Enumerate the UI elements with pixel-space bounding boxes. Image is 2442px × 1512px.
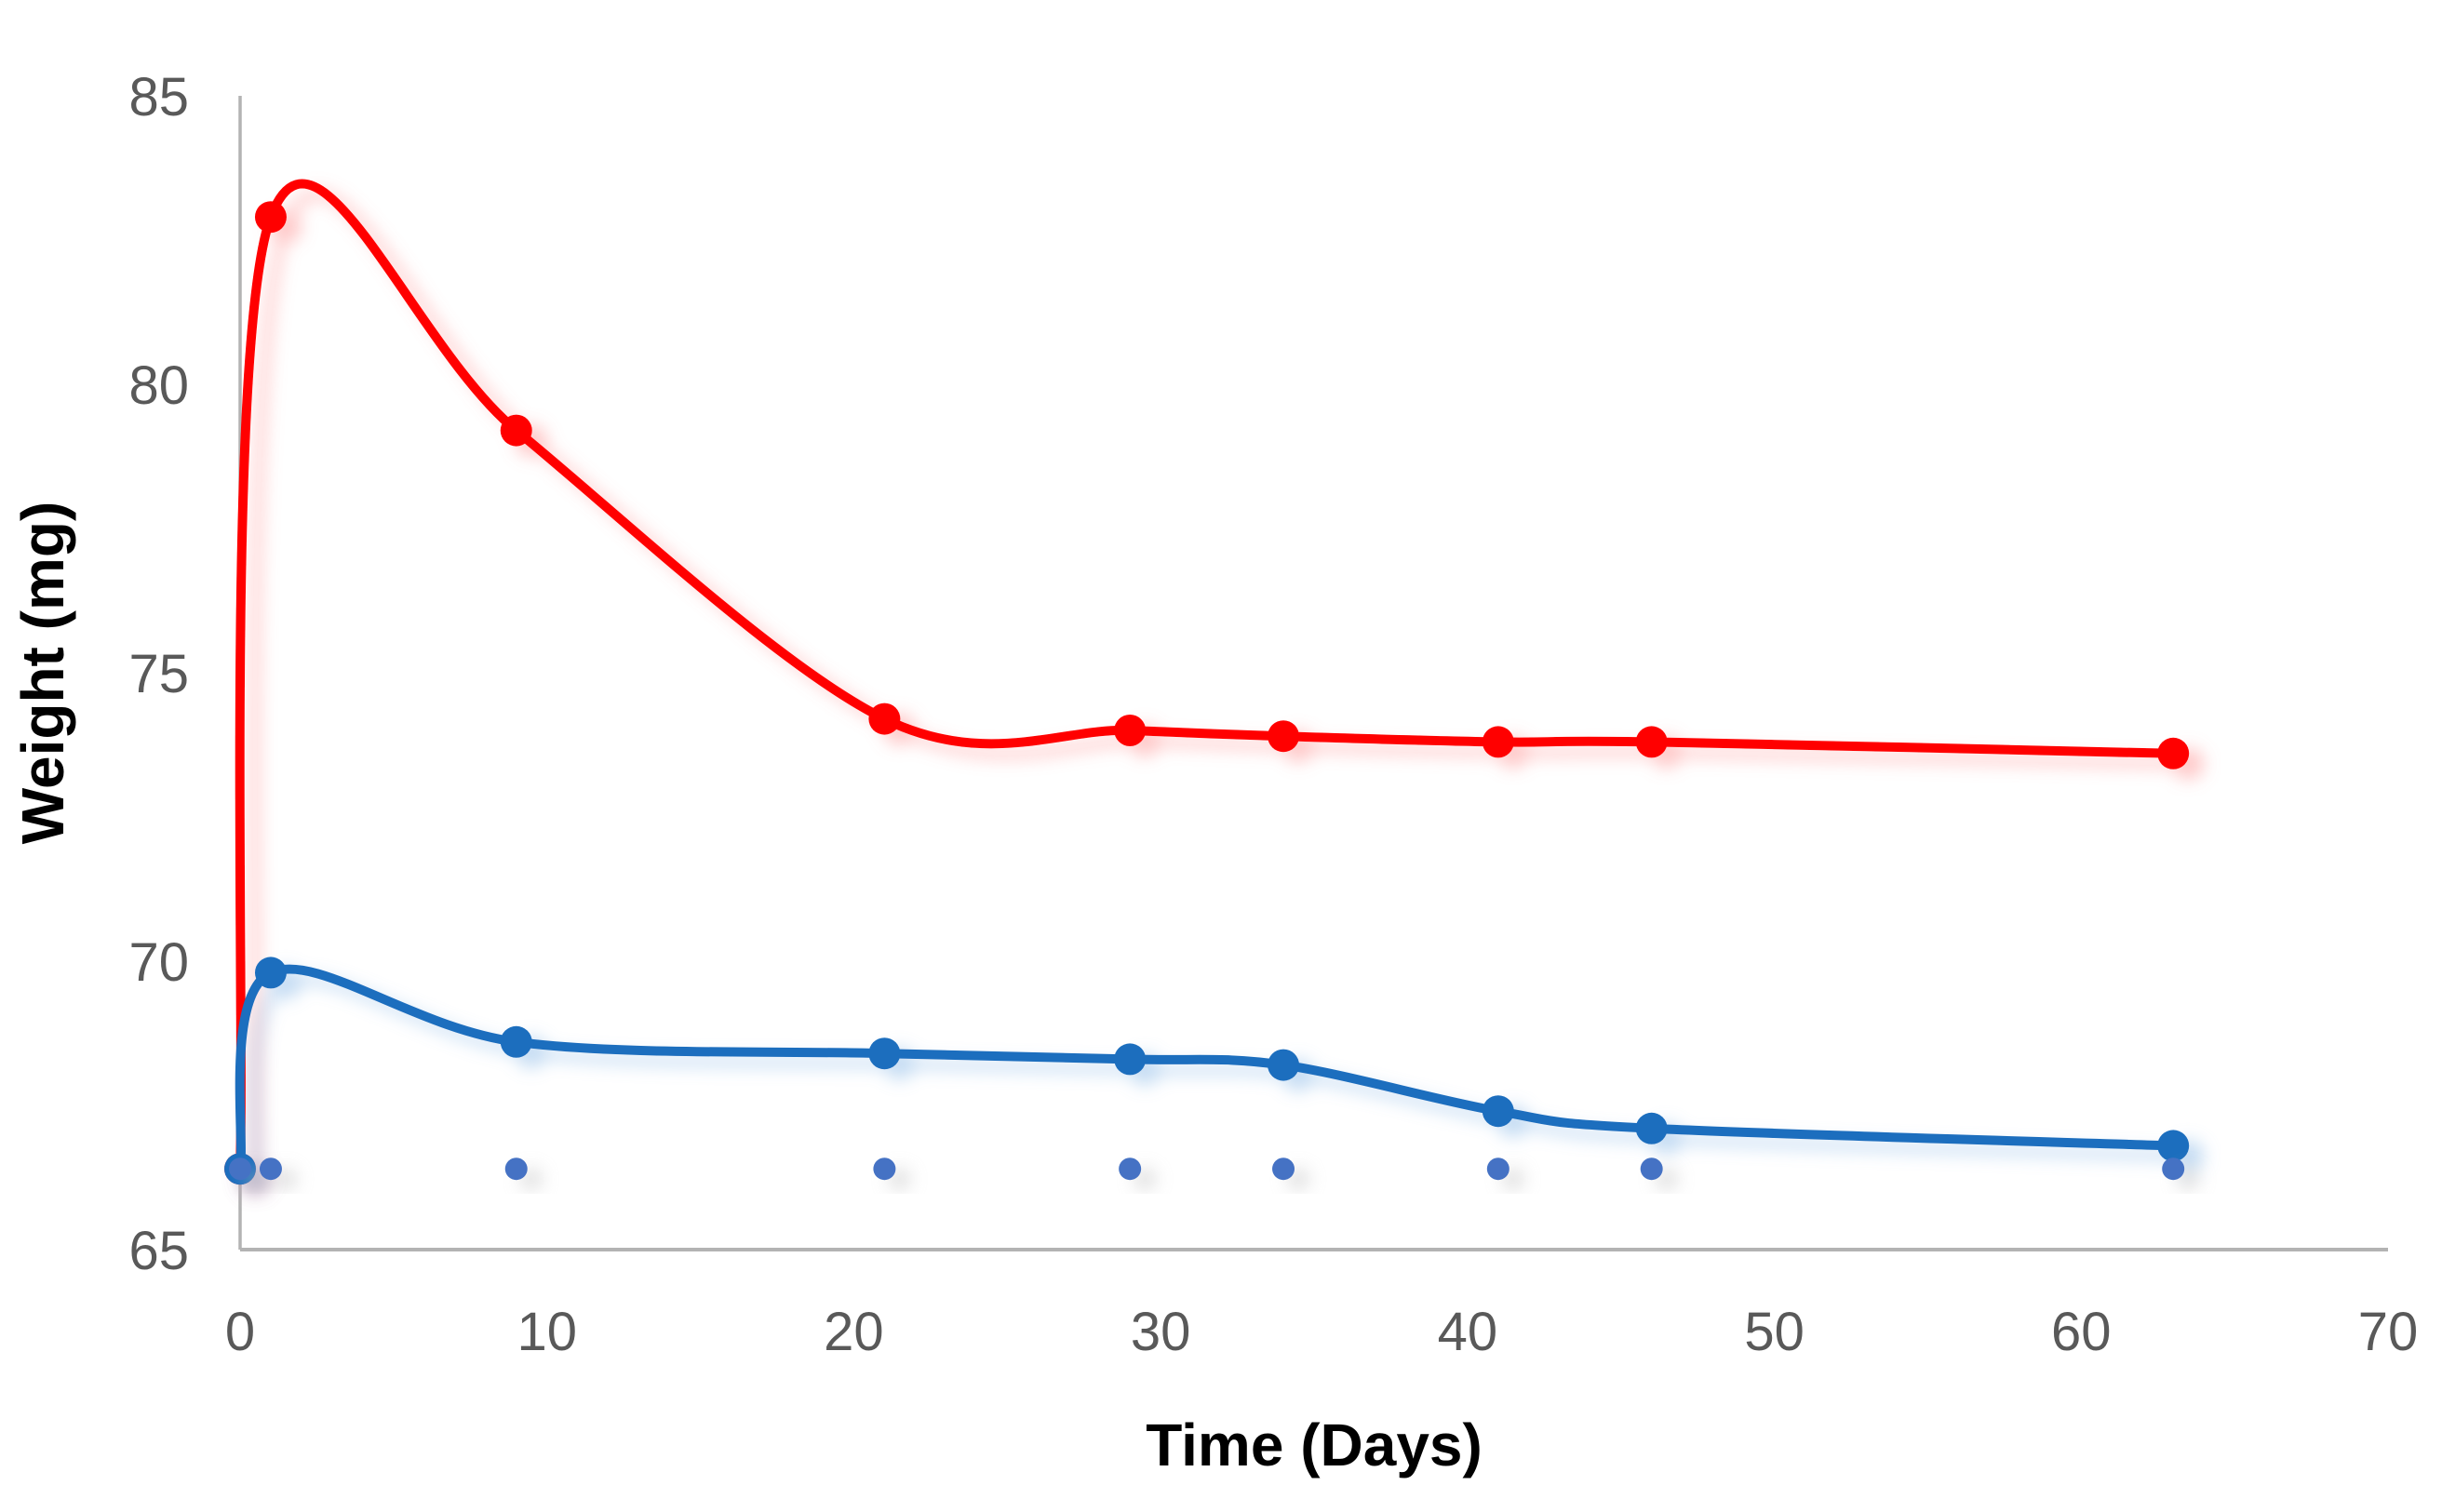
x-tick-label: 40 xyxy=(1438,1302,1498,1362)
x-tick-label: 60 xyxy=(2051,1302,2112,1362)
dashed-baseline-marker xyxy=(2162,1157,2185,1181)
red-series-marker xyxy=(1635,726,1668,758)
blue-series-marker xyxy=(1114,1043,1147,1076)
red-series-marker xyxy=(1114,715,1147,746)
dashed-baseline-marker xyxy=(504,1157,528,1181)
red-series-marker xyxy=(868,702,901,735)
dashed-baseline-markers xyxy=(229,1157,2185,1181)
red-series-marker xyxy=(1268,720,1300,753)
x-tick-label: 50 xyxy=(1744,1302,1805,1362)
red-series-marker xyxy=(1482,726,1514,758)
blue-series-line xyxy=(235,964,2179,1174)
y-tick-label: 65 xyxy=(128,1221,189,1281)
y-tick-label: 70 xyxy=(128,932,189,993)
x-tick-label: 0 xyxy=(225,1302,255,1362)
red-series xyxy=(224,179,2190,1185)
x-tick-label: 20 xyxy=(824,1302,884,1362)
dashed-baseline-marker xyxy=(1119,1157,1142,1181)
blue-series-marker xyxy=(1268,1049,1300,1081)
dashed-baseline-marker xyxy=(1486,1157,1509,1181)
blue-series xyxy=(224,957,2190,1185)
blue-series-marker xyxy=(1635,1112,1668,1144)
blue-series-marker xyxy=(2157,1130,2190,1162)
dashed-baseline-marker xyxy=(1640,1157,1663,1181)
blue-series-marker xyxy=(1482,1095,1514,1128)
dashed-baseline-marker xyxy=(1272,1157,1295,1181)
x-tick-label: 10 xyxy=(517,1302,577,1362)
x-axis-title: Time (Days) xyxy=(1146,1412,1483,1479)
red-series-marker xyxy=(500,414,532,447)
blue-series-marker xyxy=(868,1037,901,1070)
y-tick-label: 75 xyxy=(128,644,189,704)
y-tick-label: 80 xyxy=(128,355,189,416)
tick-labels: 65 70 75 80 85 0 10 20 30 40 50 60 70 xyxy=(128,67,2418,1362)
blue-series-marker xyxy=(254,957,287,989)
red-series-marker xyxy=(254,201,287,234)
x-tick-label: 70 xyxy=(2358,1302,2419,1362)
y-tick-label: 85 xyxy=(128,67,189,127)
x-tick-label: 30 xyxy=(1131,1302,1191,1362)
blue-series-marker xyxy=(500,1025,532,1058)
red-series-line xyxy=(235,179,2179,1174)
y-axis-title: Weight (mg) xyxy=(9,501,76,845)
dashed-baseline-marker xyxy=(229,1157,251,1181)
red-series-marker xyxy=(2157,737,2190,769)
dashed-baseline-marker xyxy=(259,1157,282,1181)
dashed-baseline-marker xyxy=(873,1157,896,1181)
